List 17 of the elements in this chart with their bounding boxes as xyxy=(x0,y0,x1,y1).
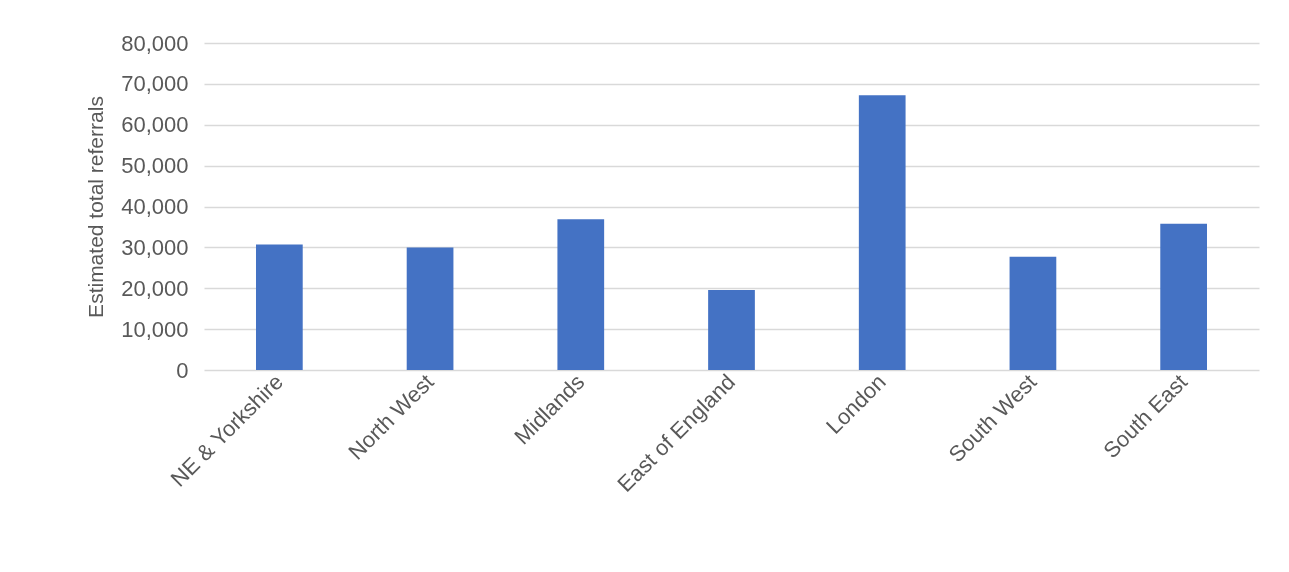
bar xyxy=(1160,223,1207,370)
y-tick-label: 80,000 xyxy=(121,30,189,56)
y-tick-label: 40,000 xyxy=(121,194,189,219)
y-tick-label: 0 xyxy=(176,357,189,383)
bar xyxy=(1009,256,1057,370)
bar xyxy=(256,244,303,370)
bar xyxy=(708,289,755,370)
y-axis-title: Estimated total referrals xyxy=(84,96,108,318)
bar xyxy=(406,247,454,370)
bar xyxy=(858,95,906,370)
y-tick-label: 70,000 xyxy=(121,71,189,97)
y-tick-label: 20,000 xyxy=(121,275,189,301)
y-tick-label: 10,000 xyxy=(121,316,189,342)
bar xyxy=(557,219,605,370)
y-tick-label: 30,000 xyxy=(121,234,189,260)
y-tick-label: 60,000 xyxy=(121,112,189,138)
y-tick-label: 50,000 xyxy=(121,153,189,179)
